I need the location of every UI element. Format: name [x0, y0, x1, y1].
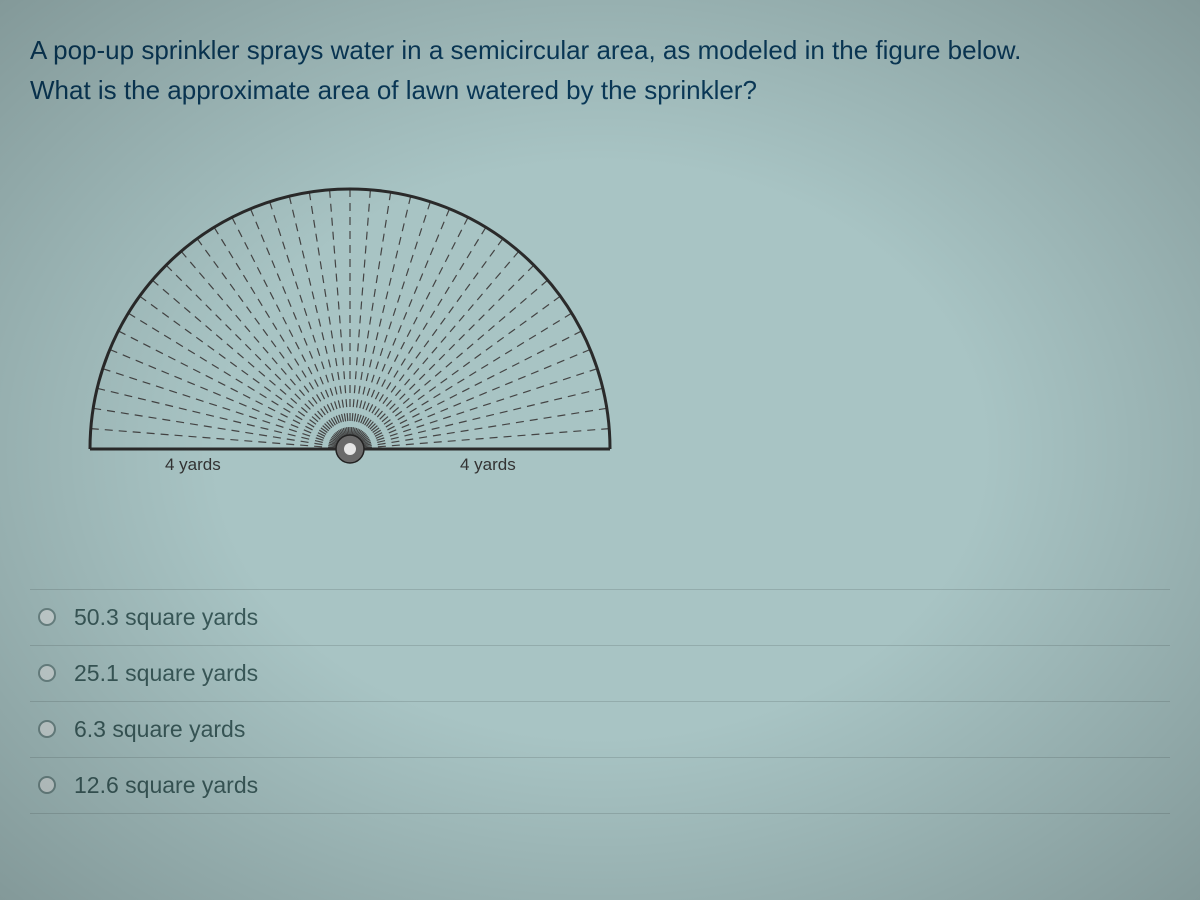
option-label: 6.3 square yards [74, 716, 245, 743]
radio-icon [38, 608, 56, 626]
question-line-1: A pop-up sprinkler sprays water in a sem… [30, 35, 1021, 65]
option-label: 25.1 square yards [74, 660, 258, 687]
semicircle-diagram [70, 149, 630, 479]
option-a[interactable]: 50.3 square yards [30, 589, 1170, 645]
radius-label-right: 4 yards [460, 455, 516, 475]
radio-icon [38, 664, 56, 682]
sprinkler-figure: 4 yards 4 yards [70, 149, 630, 519]
option-c[interactable]: 6.3 square yards [30, 701, 1170, 757]
question-container: A pop-up sprinkler sprays water in a sem… [30, 30, 1170, 814]
option-b[interactable]: 25.1 square yards [30, 645, 1170, 701]
option-label: 12.6 square yards [74, 772, 258, 799]
question-text: A pop-up sprinkler sprays water in a sem… [30, 30, 1170, 111]
radio-icon [38, 776, 56, 794]
radius-label-left: 4 yards [165, 455, 221, 475]
option-label: 50.3 square yards [74, 604, 258, 631]
option-d[interactable]: 12.6 square yards [30, 757, 1170, 814]
radio-icon [38, 720, 56, 738]
answer-options: 50.3 square yards 25.1 square yards 6.3 … [30, 589, 1170, 814]
question-line-2: What is the approximate area of lawn wat… [30, 75, 757, 105]
